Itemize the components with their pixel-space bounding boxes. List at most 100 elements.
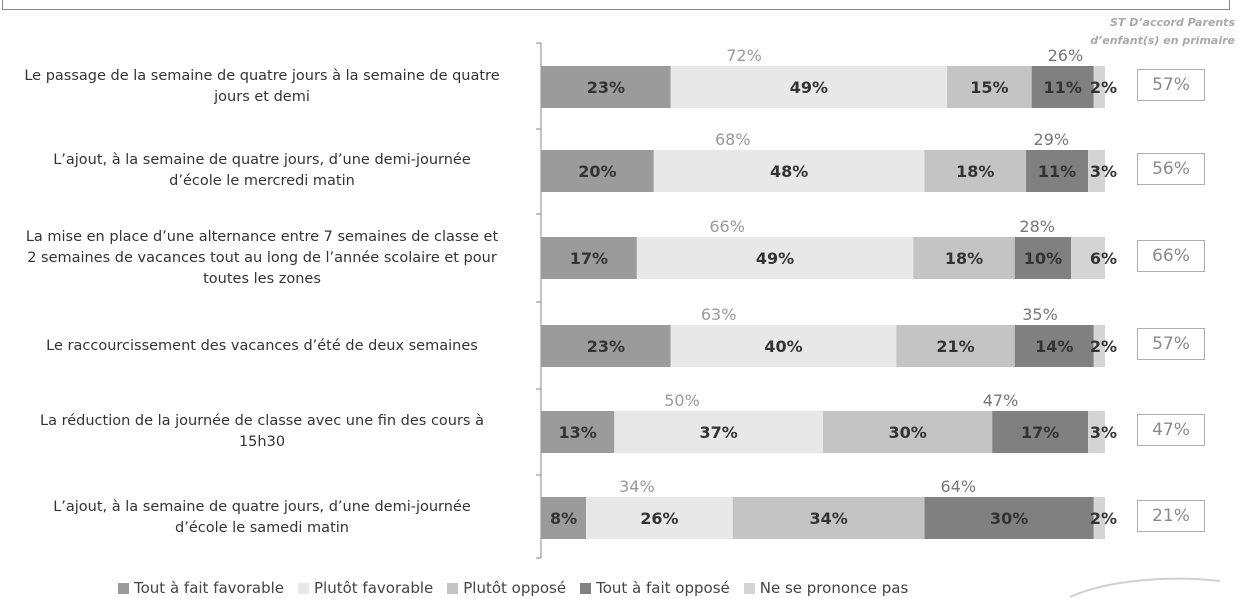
bar-segment [1093, 497, 1105, 539]
legend-label: Tout à fait opposé [596, 579, 730, 597]
st-accord-box: 57% [1137, 328, 1205, 360]
data-label: 17% [570, 249, 608, 268]
category-label: L’ajout, à la semaine de quatre jours, d… [0, 497, 524, 539]
total-oppose-label: 26% [1048, 46, 1084, 65]
legend-swatch [743, 582, 755, 594]
legend-item: Plutôt favorable [298, 579, 433, 597]
bar-segment [670, 325, 897, 367]
st-accord-box: 47% [1137, 414, 1205, 446]
category-label: La réduction de la journée de classe ave… [0, 411, 524, 453]
category-label-line: 2 semaines de vacances tout au long de l… [27, 249, 497, 266]
bar-segment [732, 497, 925, 539]
legend-swatch [118, 582, 129, 594]
total-favorable-label: 68% [715, 130, 751, 149]
bar-segment [636, 237, 914, 279]
legend: Tout à fait favorable Plutôt favorable Plu… [118, 578, 922, 598]
data-label: 48% [770, 162, 808, 181]
bar-segment [541, 497, 587, 539]
legend-item: Ne se prononce pas [743, 579, 908, 597]
bar-segment [1031, 66, 1094, 108]
data-label: 49% [756, 249, 794, 268]
category-label-line: La mise en place d’une alternance entre … [25, 228, 499, 245]
bar-segment [947, 66, 1032, 108]
bar-segment [541, 411, 615, 453]
total-favorable-label: 72% [726, 46, 762, 65]
category-label-line: Le passage de la semaine de quatre jours… [24, 68, 500, 84]
category-label-line: Le raccourcissement des vacances d’été d… [46, 337, 478, 354]
total-oppose-label: 29% [1034, 130, 1070, 149]
category-label: L’ajout, à la semaine de quatre jours, d… [0, 150, 524, 192]
data-label: 30% [888, 423, 926, 442]
data-label: 2% [1090, 337, 1117, 356]
st-accord-box: 56% [1137, 153, 1205, 185]
total-oppose-label: 35% [1022, 305, 1058, 324]
data-label: 2% [1090, 78, 1117, 97]
data-label: 23% [587, 78, 625, 97]
data-label: 18% [956, 162, 994, 181]
st-accord-box: 57% [1137, 69, 1205, 101]
data-label: 13% [559, 423, 597, 442]
bar-segment [1071, 237, 1105, 279]
data-label: 3% [1090, 162, 1117, 181]
bar-segment [541, 150, 654, 192]
data-label: 3% [1090, 423, 1117, 442]
legend-item: Tout à fait favorable [118, 579, 284, 597]
total-oppose-label: 47% [983, 391, 1019, 410]
data-label: 2% [1090, 509, 1117, 528]
bar-segment [653, 150, 925, 192]
bar-segment [614, 411, 823, 453]
bar-segment [1026, 150, 1089, 192]
data-label: 34% [809, 509, 847, 528]
bar-segment [924, 497, 1094, 539]
data-label: 11% [1038, 162, 1076, 181]
bar-segment [913, 237, 1015, 279]
category-label-line: toutes les zones [203, 270, 321, 287]
data-label: 37% [700, 423, 738, 442]
legend-swatch [298, 582, 309, 594]
data-label: 6% [1090, 249, 1117, 268]
category-label-line: d’école le mercredi matin [169, 173, 355, 189]
category-label-line: jours et demi [214, 89, 310, 105]
category-label-line: d’école le samedi matin [175, 520, 349, 536]
side-title: ST D’accord Parents d’enfant(s) en prima… [1035, 14, 1235, 50]
side-title-line1: ST D’accord Parents [1109, 16, 1235, 29]
st-accord-box: 21% [1137, 500, 1205, 532]
category-label: Le raccourcissement des vacances d’été d… [0, 336, 524, 357]
data-label: 21% [936, 337, 974, 356]
data-label: 11% [1044, 78, 1082, 97]
total-oppose-label: 64% [940, 477, 976, 496]
bar-segment [670, 66, 948, 108]
stacked-bar-chart: 23% 49% 15% 11% 2% 72% 26% 20% 48% 18% 11% 3% 68% 29%… [536, 42, 1117, 559]
bar-segment [823, 411, 993, 453]
legend-label: Plutôt favorable [314, 579, 434, 597]
bar-segment [992, 411, 1089, 453]
legend-label: Plutôt opposé [463, 579, 567, 597]
category-label: La mise en place d’une alternance entre … [0, 227, 524, 290]
bar-segment [586, 497, 733, 539]
bar-segment [1014, 325, 1094, 367]
category-label-line: L’ajout, à la semaine de quatre jours, d… [53, 499, 471, 515]
data-label: 20% [578, 162, 616, 181]
total-favorable-label: 63% [701, 305, 737, 324]
legend-item: Tout à fait opposé [580, 579, 730, 597]
total-favorable-label: 50% [664, 391, 700, 410]
bar-segment [896, 325, 1015, 367]
legend-swatch [447, 582, 459, 594]
bar-segment [541, 66, 671, 108]
data-label: 17% [1021, 423, 1059, 442]
legend-swatch [580, 582, 592, 594]
data-label: 8% [550, 509, 577, 528]
bar-segment [1088, 150, 1105, 192]
bar-segment [541, 237, 637, 279]
data-label: 26% [640, 509, 678, 528]
legend-item: Plutôt opposé [447, 579, 566, 597]
category-label-line: L’ajout, à la semaine de quatre jours, d… [53, 152, 471, 168]
bar-segment [541, 325, 671, 367]
data-label: 10% [1024, 249, 1062, 268]
data-label: 23% [587, 337, 625, 356]
decorative-swoosh [1069, 577, 1221, 598]
data-label: 14% [1035, 337, 1073, 356]
bar-segment [1093, 325, 1105, 367]
category-label-line: 15h30 [238, 434, 286, 450]
total-favorable-label: 66% [709, 217, 745, 236]
